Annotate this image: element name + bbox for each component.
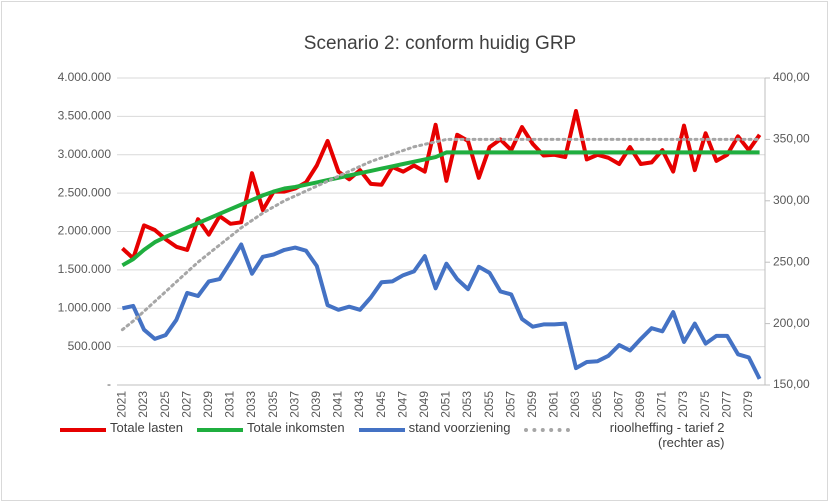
legend-swatch (197, 428, 243, 432)
y-tick-label: 2.500.000 (58, 185, 112, 199)
x-tick-label: 2051 (439, 391, 453, 418)
x-tick-label: 2049 (417, 391, 431, 418)
x-tick-label: 2021 (115, 391, 129, 418)
y2-tick-label: 350,00 (773, 132, 810, 146)
x-tick-label: 2077 (719, 391, 733, 418)
y-tick-label: 2.000.000 (58, 224, 112, 238)
x-tick-label: 2069 (633, 391, 647, 418)
x-tick-label: 2073 (676, 391, 690, 418)
x-tick-label: 2063 (568, 391, 582, 418)
legend-item: Totale inkomsten (197, 420, 345, 450)
legend-swatch (524, 428, 571, 432)
x-tick-label: 2071 (655, 391, 669, 418)
x-tick-label: 2037 (287, 391, 301, 418)
legend-label: stand voorziening (408, 420, 511, 435)
x-tick-label: 2031 (223, 391, 237, 418)
series-line (121, 242, 762, 380)
y2-tick-label: 400,00 (773, 70, 810, 84)
y-tick-label: 500.000 (68, 339, 112, 353)
y-tick-label: 3.000.000 (58, 147, 112, 161)
legend-item: stand voorziening (358, 420, 511, 450)
y-tick-label: 1.000.000 (58, 300, 112, 314)
x-tick-label: 2079 (741, 391, 755, 418)
x-tick-label: 2045 (374, 391, 388, 418)
legend-item: Totale lasten (60, 420, 183, 450)
x-tick-label: 2043 (352, 391, 366, 418)
x-tick-label: 2029 (201, 391, 215, 418)
x-tick-label: 2033 (244, 391, 258, 418)
x-tick-label: 2039 (309, 391, 323, 418)
y2-tick-label: 200,00 (773, 316, 810, 330)
legend-item: rioolheffing - tarief 2 (rechter as) (524, 420, 724, 450)
x-tick-label: 2035 (266, 391, 280, 418)
y-tick-label: 4.000.000 (58, 70, 112, 84)
legend-swatch (60, 428, 106, 432)
x-tick-label: 2053 (460, 391, 474, 418)
x-tick-label: 2067 (611, 391, 625, 418)
y2-tick-label: 150,00 (773, 377, 810, 391)
x-tick-label: 2055 (482, 391, 496, 418)
y-tick-label: 1.500.000 (58, 262, 112, 276)
x-tick-label: 2027 (179, 391, 193, 418)
x-tick-label: 2061 (547, 391, 561, 418)
y-tick-label: 3.500.000 (58, 109, 112, 123)
series-line (120, 137, 762, 332)
y2-tick-label: 300,00 (773, 193, 810, 207)
legend-swatch (358, 428, 405, 432)
legend-label: Totale lasten (110, 420, 183, 435)
x-tick-label: 2075 (698, 391, 712, 418)
series-line (121, 150, 760, 268)
chart-title: Scenario 2: conform huidig GRP (304, 33, 576, 54)
y-tick-label: - (107, 377, 111, 391)
legend-label: rioolheffing - tarief 2 (rechter as) (609, 420, 725, 450)
x-tick-label: 2041 (331, 391, 345, 418)
legend-label: Totale inkomsten (247, 420, 345, 435)
y2-tick-label: 250,00 (773, 254, 810, 268)
x-tick-label: 2025 (158, 391, 172, 418)
legend: Totale lasten Totale inkomsten stand voorz… (60, 420, 820, 450)
x-tick-label: 2047 (395, 391, 409, 418)
x-tick-label: 2065 (590, 391, 604, 418)
x-tick-label: 2059 (525, 391, 539, 418)
x-tick-label: 2057 (503, 391, 517, 418)
x-tick-label: 2023 (136, 391, 150, 418)
